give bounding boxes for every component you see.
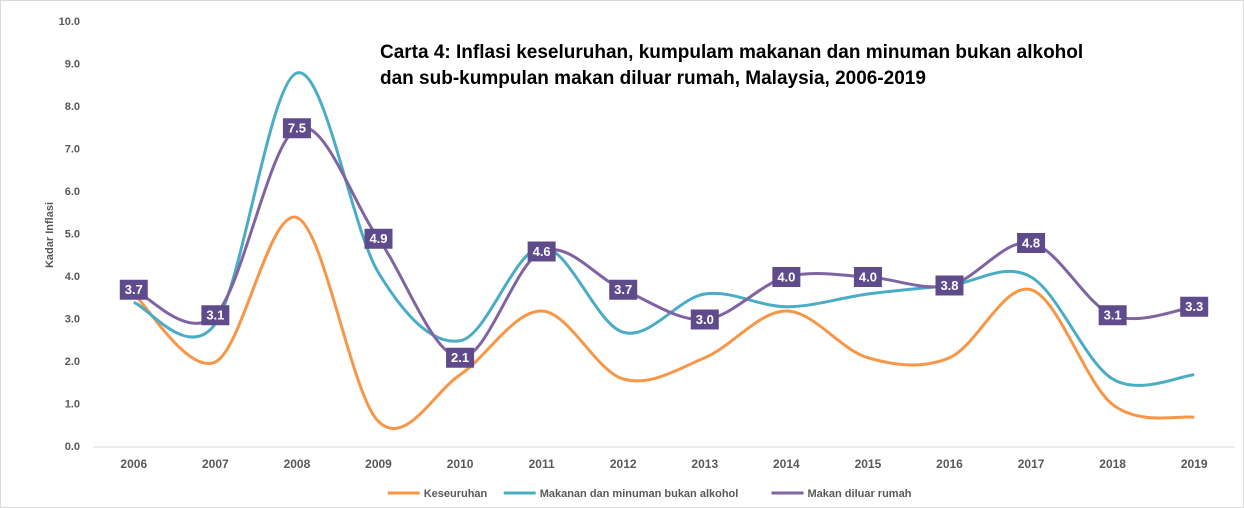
- x-tick-label: 2017: [1018, 457, 1045, 471]
- x-tick-label: 2013: [691, 457, 718, 471]
- x-tick-label: 2014: [773, 457, 800, 471]
- data-label: 3.1: [1098, 305, 1127, 326]
- x-tick-label: 2006: [120, 457, 147, 471]
- data-label: 3.1: [201, 305, 230, 326]
- data-label-box: [609, 279, 638, 300]
- data-label-box: [364, 228, 393, 249]
- data-label-text: 3.7: [614, 282, 632, 297]
- y-tick-label: 6.0: [65, 186, 80, 198]
- data-label: 4.8: [1017, 233, 1046, 253]
- legend-label: Makanan dan minuman bukan alkohol: [540, 488, 739, 500]
- data-label-text: 3.3: [1185, 299, 1203, 314]
- x-tick-label: 2009: [365, 457, 392, 471]
- line-series: [133, 71, 1195, 387]
- data-label-box: [119, 279, 148, 300]
- data-label: 4.0: [772, 267, 801, 287]
- x-tick-label: 2019: [1181, 457, 1208, 471]
- title-box: Carta 4: Inflasi keseluruhan, kumpulam m…: [380, 42, 1084, 89]
- data-label-box: [1098, 305, 1127, 326]
- data-label-text: 3.1: [1104, 308, 1122, 323]
- data-label-text: 3.0: [696, 312, 714, 327]
- data-label: 3.3: [1180, 296, 1209, 317]
- data-label-text: 4.6: [533, 244, 551, 259]
- y-axis-label: Kadar Inflasi: [44, 202, 56, 268]
- data-label-box: [1017, 233, 1046, 253]
- data-label-text: 4.0: [777, 269, 795, 284]
- data-label-box: [853, 267, 882, 287]
- data-label-text: 7.5: [288, 121, 306, 136]
- legend-label: Keseuruhan: [424, 488, 488, 500]
- x-tick-label: 2008: [284, 457, 311, 471]
- x-tick-label: 2016: [936, 457, 963, 471]
- y-tick-label: 5.0: [65, 228, 80, 240]
- data-label-text: 3.7: [125, 282, 143, 297]
- x-tick-label: 2010: [447, 457, 474, 471]
- y-tick-label: 1.0: [65, 398, 80, 410]
- line-series: [132, 215, 1195, 430]
- data-label: 4.9: [364, 228, 393, 249]
- data-label: 3.0: [690, 309, 719, 330]
- data-label: 4.0: [853, 267, 882, 287]
- data-label-box: [1180, 296, 1209, 317]
- y-tick-label: 4.0: [65, 271, 80, 283]
- chart-title: Carta 4: Inflasi keseluruhan, kumpulam m…: [380, 42, 1084, 89]
- y-tick-label: 0.0: [65, 441, 80, 453]
- data-label-text: 4.9: [369, 231, 387, 246]
- data-label-box: [935, 275, 964, 296]
- data-label-box: [690, 309, 719, 330]
- x-tick-label: 2018: [1099, 457, 1126, 471]
- data-label-box: [527, 241, 556, 262]
- x-tick-label: 2015: [855, 457, 882, 471]
- data-label: 3.8: [935, 275, 964, 296]
- data-label: 3.7: [119, 279, 148, 300]
- data-label-text: 3.1: [206, 308, 224, 323]
- data-label-box: [201, 305, 230, 326]
- y-tick-label: 8.0: [65, 101, 80, 113]
- y-tick-label: 7.0: [65, 143, 80, 155]
- data-label-box: [772, 267, 801, 287]
- data-label-text: 3.8: [940, 278, 958, 293]
- data-label: 3.7: [609, 279, 638, 300]
- data-label-text: 4.8: [1022, 235, 1040, 250]
- data-label: 2.1: [446, 347, 475, 368]
- x-tick-label: 2011: [529, 457, 555, 471]
- x-tick-label: 2007: [202, 457, 229, 471]
- data-label: 4.6: [527, 241, 556, 262]
- y-tick-label: 9.0: [65, 58, 80, 70]
- y-tick-label: 2.0: [65, 356, 80, 368]
- data-label: 7.5: [282, 118, 311, 139]
- data-label-box: [446, 347, 475, 368]
- x-tick-label: 2012: [610, 457, 637, 471]
- data-label-box: [282, 118, 311, 139]
- legend-label: Makan diluar rumah: [808, 488, 912, 500]
- data-label-text: 2.1: [451, 350, 469, 365]
- y-tick-label: 10.0: [59, 16, 80, 28]
- data-label-text: 4.0: [859, 269, 877, 284]
- y-tick-label: 3.0: [65, 313, 80, 325]
